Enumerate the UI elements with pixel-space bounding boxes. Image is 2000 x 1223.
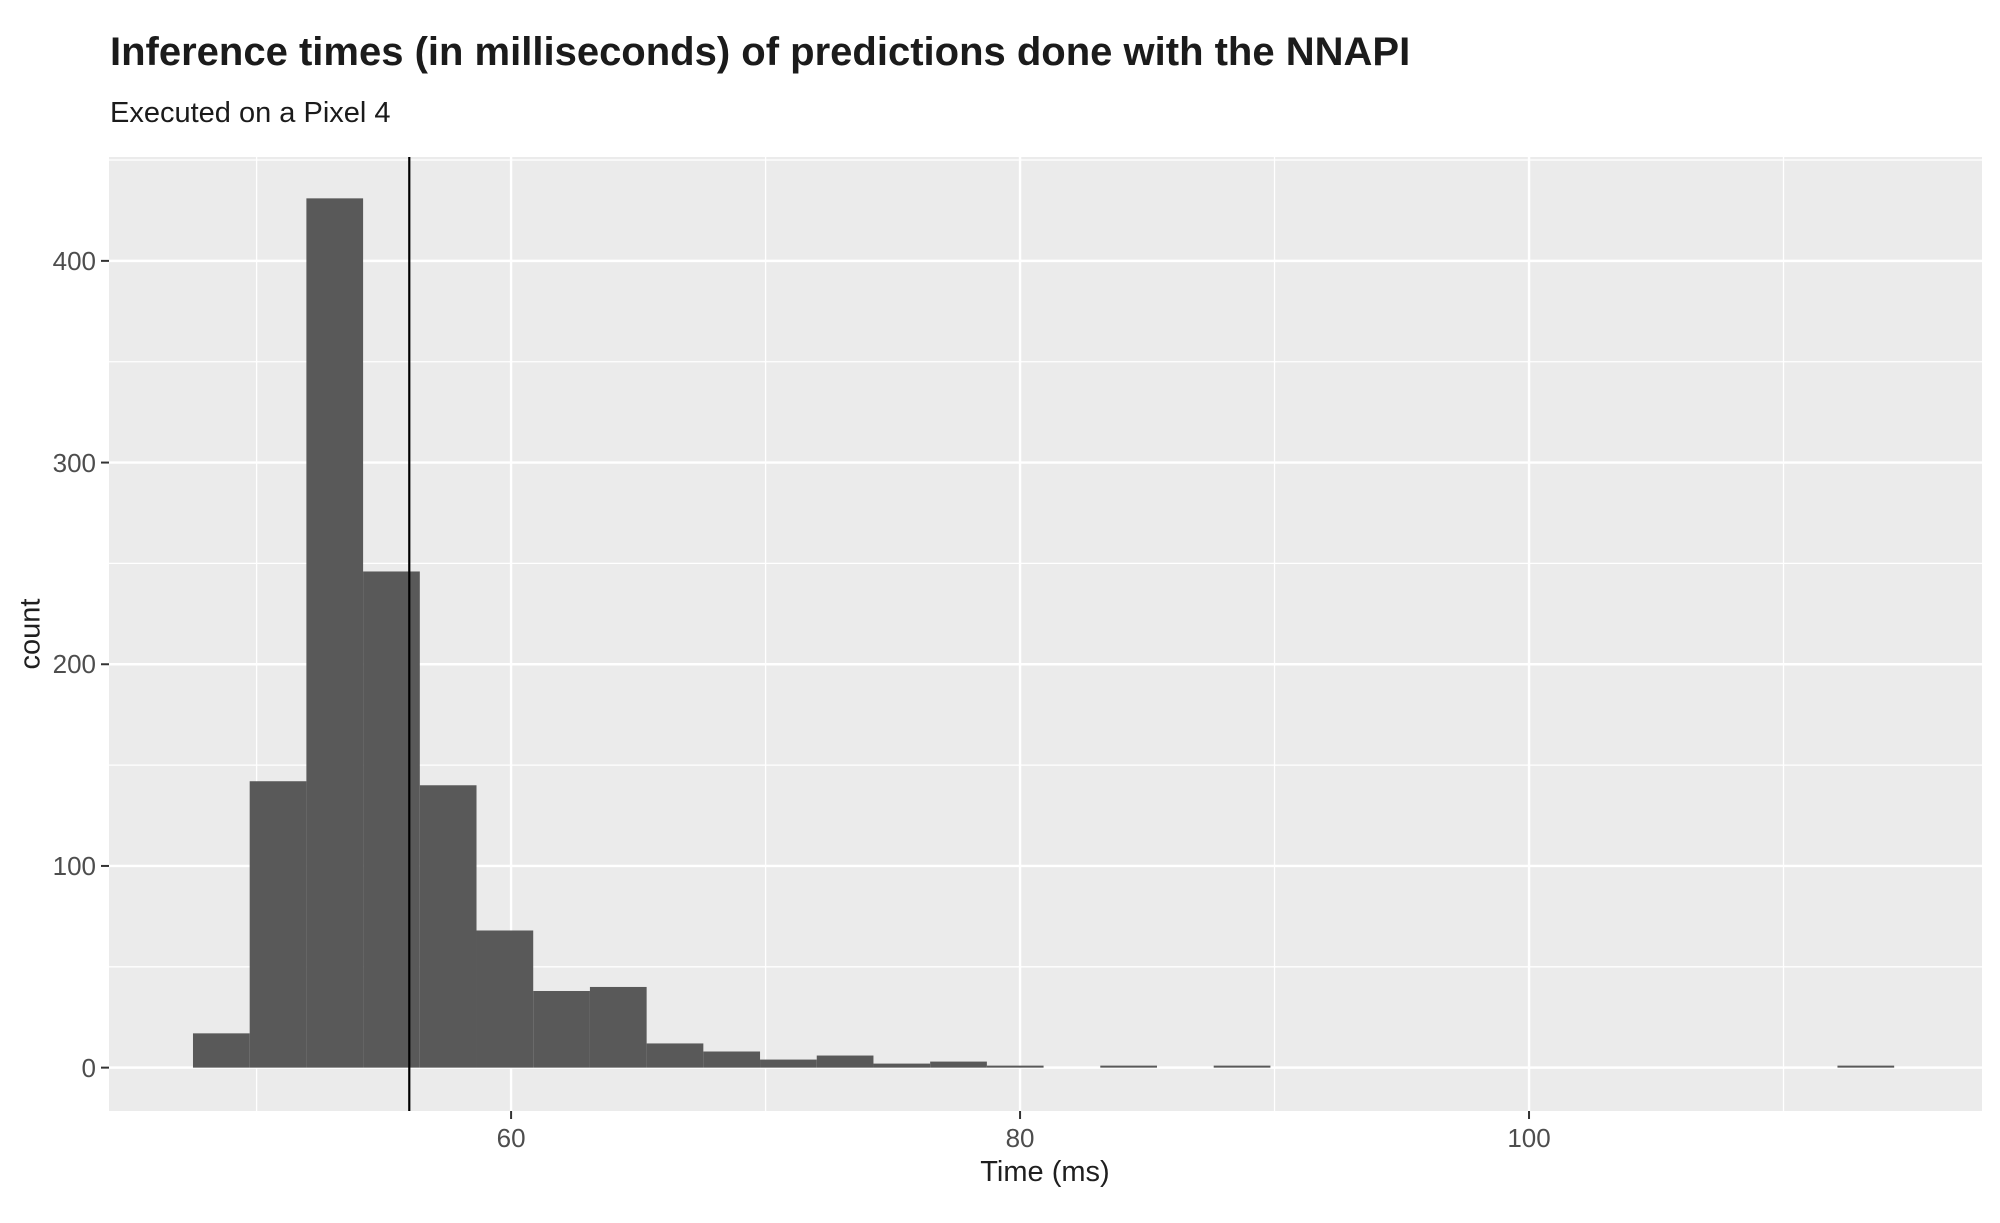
histogram-bar	[1100, 1065, 1157, 1068]
histogram-bar	[930, 1061, 987, 1068]
x-tick-label: 100	[1507, 1123, 1551, 1153]
y-tick-label: 200	[52, 649, 96, 680]
chart-title: Inference times (in milliseconds) of pre…	[110, 30, 1411, 74]
histogram-bar	[419, 785, 477, 1068]
histogram-bar	[589, 986, 647, 1068]
y-tick-label: 0	[81, 1052, 96, 1083]
x-tick-label: 80	[1005, 1123, 1035, 1153]
histogram-bar	[986, 1065, 1044, 1068]
y-tick-label: 300	[52, 447, 96, 478]
histogram-bar	[703, 1051, 761, 1068]
y-axis-title: count	[14, 598, 47, 670]
x-axis-title: Time (ms)	[980, 1156, 1110, 1188]
histogram-bar	[306, 198, 364, 1068]
histogram-bar	[533, 990, 590, 1068]
chart-subtitle: Executed on a Pixel 4	[110, 97, 391, 129]
histogram-bar	[476, 930, 534, 1068]
y-tick-label: 400	[52, 245, 96, 276]
histogram-bar	[816, 1055, 874, 1068]
histogram-bar	[760, 1059, 817, 1068]
x-tick-label: 60	[496, 1123, 526, 1153]
histogram-bar	[873, 1063, 931, 1068]
histogram-bar	[1837, 1065, 1895, 1068]
histogram-bar	[646, 1043, 704, 1068]
y-tick-label: 100	[52, 850, 96, 881]
histogram-bar	[192, 1033, 250, 1068]
histogram-bar	[249, 781, 307, 1068]
histogram-bar	[1213, 1065, 1271, 1068]
histogram-bar	[363, 571, 420, 1068]
